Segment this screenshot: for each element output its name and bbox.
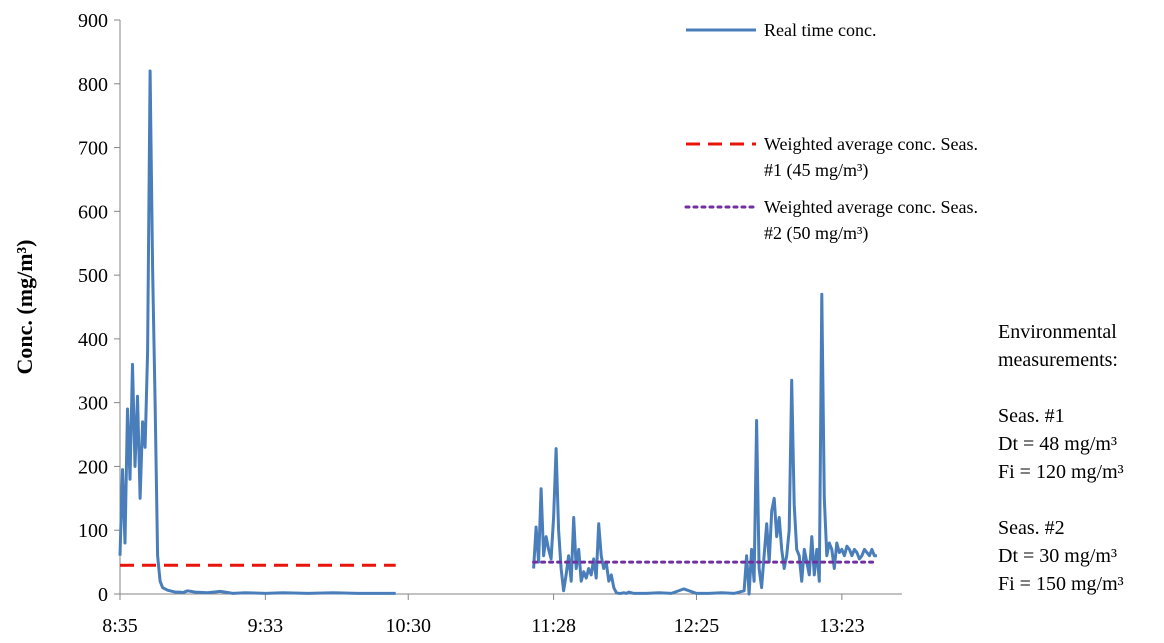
- y-tick-label: 600: [78, 201, 108, 223]
- legend-label-3: #2 (50 mg/m³): [764, 223, 868, 244]
- y-tick-label: 900: [78, 10, 108, 32]
- x-tick-label: 8:35: [102, 615, 138, 637]
- y-tick-label: 0: [98, 584, 108, 606]
- y-tick-label: 100: [78, 520, 108, 542]
- y-tick-label: 400: [78, 329, 108, 351]
- x-tick-label: 10:30: [385, 615, 431, 637]
- season1-dt: Dt = 48 mg/m³: [998, 433, 1117, 455]
- y-tick-label: 200: [78, 456, 108, 478]
- y-tick-label: 300: [78, 393, 108, 415]
- x-tick-label: 13:23: [819, 615, 865, 637]
- season1-fi: Fi = 120 mg/m³: [998, 461, 1124, 483]
- season2-label: Seas. #2: [998, 517, 1065, 539]
- spacer: [998, 486, 1164, 514]
- season2-dt: Dt = 30 mg/m³: [998, 545, 1117, 567]
- season2-fi: Fi = 150 mg/m³: [998, 573, 1124, 595]
- y-tick-label: 800: [78, 74, 108, 96]
- env-heading-line2: measurements:: [998, 349, 1118, 371]
- x-tick-label: 11:28: [531, 615, 576, 637]
- legend-label-3: Weighted average conc. Seas.: [764, 197, 978, 217]
- legend-label-2: #1 (45 mg/m³): [764, 160, 868, 181]
- series-line-1: [118, 69, 396, 595]
- environmental-measurements-panel: Environmental measurements: Seas. #1 Dt …: [998, 318, 1164, 598]
- legend-label-2: Weighted average conc. Seas.: [764, 134, 978, 154]
- legend-label-1: Real time conc.: [764, 20, 876, 40]
- y-tick-label: 500: [78, 265, 108, 287]
- x-tick-label: 12:25: [674, 615, 720, 637]
- series-line-1: [532, 292, 877, 596]
- env-heading-line1: Environmental: [998, 321, 1117, 343]
- y-axis-label: Conc. (mg/m³): [12, 240, 37, 375]
- y-tick-label: 700: [78, 138, 108, 160]
- x-tick-label: 9:33: [248, 615, 284, 637]
- spacer: [998, 374, 1164, 402]
- season1-label: Seas. #1: [998, 405, 1065, 427]
